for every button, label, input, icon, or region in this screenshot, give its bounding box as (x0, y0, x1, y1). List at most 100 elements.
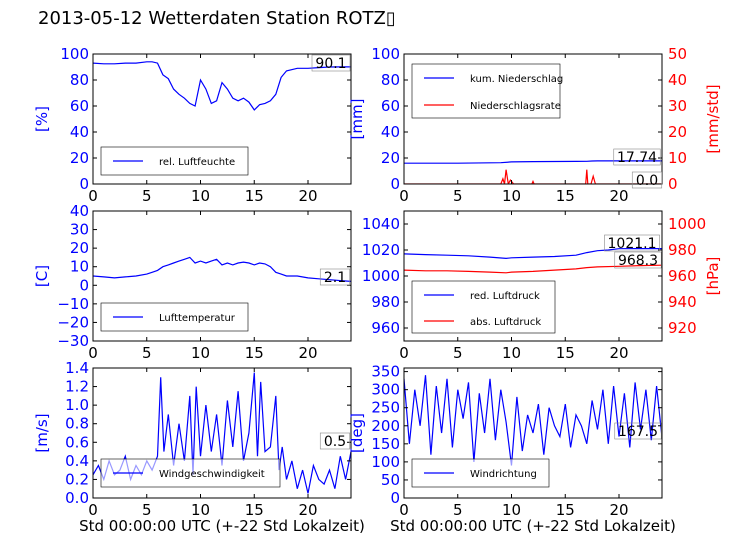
y-tick-label: 300 (371, 381, 400, 399)
value-annotation: 17.74 (617, 150, 657, 166)
y-tick-label: 0 (390, 489, 400, 507)
y-axis-label-right: [mm/std] (704, 84, 722, 153)
legend-box (411, 63, 561, 119)
series-line-precip-0 (404, 160, 662, 164)
value-annotation-box (614, 251, 662, 269)
y-tick-label: 80 (70, 71, 89, 89)
x-tick-label: 5 (453, 501, 463, 519)
series-line-humidity-0 (93, 61, 351, 111)
x-tick-label: 0 (399, 501, 409, 519)
y-axis-label: [C] (33, 265, 51, 287)
x-tick-label: 15 (245, 187, 264, 205)
y-tick-label: 0 (390, 175, 400, 193)
plot-frame (92, 367, 352, 499)
y-tick-label: 50 (381, 471, 400, 489)
y-tick-label-right: 10 (668, 149, 687, 167)
y-tick-label: 0 (79, 276, 89, 294)
panel-temperature (92, 210, 352, 342)
y-axis-label: [mm] (348, 99, 366, 140)
x-tick-label: 0 (399, 187, 409, 205)
y-tick-label-right: 50 (668, 45, 687, 63)
x-tick-label: 5 (453, 344, 463, 362)
y-tick-label: 100 (60, 45, 89, 63)
y-tick-label-right: 940 (668, 293, 697, 311)
value-annotation: 0.0 (636, 173, 658, 189)
y-tick-label: 20 (70, 149, 89, 167)
x-tick-label: 10 (502, 187, 521, 205)
y-tick-label: 960 (371, 319, 400, 337)
y-tick-label: 100 (371, 45, 400, 63)
x-tick-label: 10 (502, 501, 521, 519)
y-tick-label: 0.2 (65, 470, 89, 488)
x-tick-label: 15 (556, 501, 575, 519)
y-tick-label: 1.0 (65, 396, 89, 414)
value-annotation: 968.3 (618, 253, 658, 269)
y-tick-label: 980 (371, 293, 400, 311)
x-tick-label: 10 (502, 344, 521, 362)
value-annotation-box (604, 234, 660, 252)
y-tick-label: 0 (79, 175, 89, 193)
x-tick-label: 5 (142, 187, 152, 205)
legend-label: Niederschlagsrate (470, 101, 561, 112)
y-tick-label: 1.4 (65, 359, 89, 377)
y-tick-label-right: 0 (668, 175, 678, 193)
y-tick-label: 200 (371, 417, 400, 435)
x-tick-label: 0 (88, 501, 98, 519)
y-axis-label: [%] (33, 106, 51, 132)
y-tick-label-right: 1000 (668, 215, 706, 233)
x-tick-label: 0 (88, 187, 98, 205)
x-tick-label: 10 (191, 501, 210, 519)
y-tick-label: 40 (70, 202, 89, 220)
x-tick-label: 5 (453, 187, 463, 205)
y-tick-label: 40 (381, 123, 400, 141)
value-annotation: 90.1 (315, 56, 346, 72)
y-tick-label-right: 980 (668, 241, 697, 259)
y-tick-label: 20 (381, 149, 400, 167)
y-axis-label: [deg] (348, 413, 366, 453)
x-tick-label: 5 (142, 501, 152, 519)
x-tick-label: 20 (298, 344, 317, 362)
x-axis-label: Std 00:00:00 UTC (+-22 Std Lokalzeit) (390, 517, 676, 535)
panel-wind_speed (92, 367, 352, 499)
y-tick-label-right: 920 (668, 319, 697, 337)
y-tick-label: 250 (371, 399, 400, 417)
x-tick-label: 15 (556, 187, 575, 205)
y-tick-label: 60 (381, 97, 400, 115)
y-tick-label-right: 20 (668, 123, 687, 141)
y-tick-label: 350 (371, 363, 400, 381)
legend-label: Windrichtung (470, 469, 537, 480)
legend-label: Windgeschwindigkeit (159, 469, 265, 480)
legend-label: abs. Luftdruck (470, 317, 541, 328)
y-tick-label: 20 (70, 239, 89, 257)
legend-label: Lufttemperatur (159, 313, 236, 324)
plot-frame (403, 53, 663, 185)
value-annotation-box (614, 422, 662, 440)
y-axis-label: [m/s] (33, 413, 51, 452)
y-tick-label: 0.8 (65, 415, 89, 433)
value-annotation-box (319, 268, 351, 286)
legend-label: red. Luftdruck (470, 291, 540, 302)
y-tick-label: 1000 (362, 267, 400, 285)
y-tick-label: 150 (371, 435, 400, 453)
plot-frame (92, 53, 352, 185)
y-tick-label: 40 (70, 123, 89, 141)
x-tick-label: 15 (245, 344, 264, 362)
y-tick-label: 0.6 (65, 433, 89, 451)
value-annotation: 2.1 (324, 270, 346, 286)
y-tick-label: 10 (70, 258, 89, 276)
series-line-wind_direction-0 (404, 375, 662, 466)
panel-precip (403, 53, 663, 189)
y-tick-label-right: 40 (668, 71, 687, 89)
y-tick-label: −30 (57, 332, 89, 350)
y-tick-label-right: 960 (668, 267, 697, 285)
x-tick-label: 20 (609, 344, 628, 362)
series-line-pressure-0 (404, 248, 662, 260)
value-annotation-box (311, 54, 351, 72)
x-tick-label: 0 (88, 344, 98, 362)
plot-frame (403, 367, 663, 499)
value-annotation: 1021.1 (608, 236, 657, 252)
value-annotation-box (613, 148, 661, 166)
panel-pressure (403, 210, 663, 342)
y-tick-label: 1.2 (65, 378, 89, 396)
